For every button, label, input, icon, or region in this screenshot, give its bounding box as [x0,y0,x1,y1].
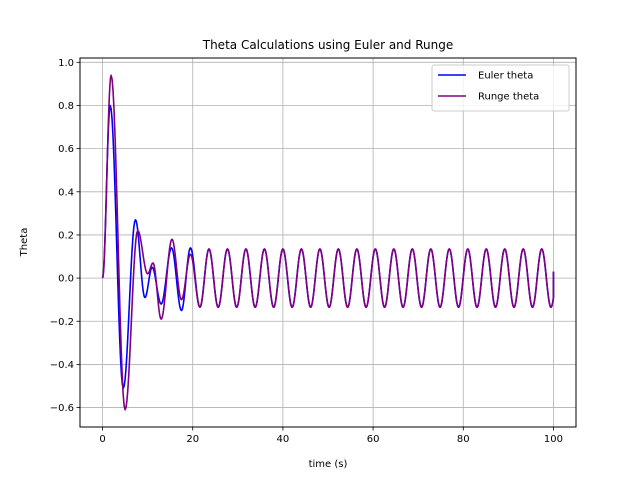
y-tick-label: 0.2 [58,230,74,241]
chart-title: Theta Calculations using Euler and Runge [202,38,453,52]
series-line-runge [101,74,555,411]
x-tick-label: 100 [544,434,563,445]
x-axis-ticks: 0 20 40 60 80 100 [99,427,563,445]
x-tick-label: 0 [99,434,105,445]
y-tick-label: 0.8 [58,101,74,112]
y-tick-label: −0.2 [50,317,74,328]
x-axis-label: time (s) [309,459,348,470]
y-tick-label: 0.6 [58,144,74,155]
y-tick-label: −0.6 [50,403,74,414]
legend-box [431,64,570,112]
y-axis-label: Theta [19,228,30,258]
grid [80,58,576,427]
axes-frame [79,57,577,428]
legend-label-euler: Euler theta [478,71,533,82]
series-layer [101,74,555,411]
legend-label-runge: Runge theta [478,92,539,103]
x-tick-label: 80 [457,434,470,445]
x-tick-label: 40 [277,434,290,445]
y-tick-label: 0.0 [58,274,74,285]
x-tick-label: 60 [367,434,380,445]
y-tick-label: −0.4 [50,360,74,371]
y-tick-label: 0.4 [58,187,74,198]
legend: Euler theta Runge theta [431,64,570,112]
y-tick-label: 1.0 [58,58,74,69]
y-axis-ticks: −0.6 −0.4 −0.2 0.0 0.2 0.4 0.6 0.8 1.0 [50,58,80,414]
x-tick-label: 20 [186,434,199,445]
